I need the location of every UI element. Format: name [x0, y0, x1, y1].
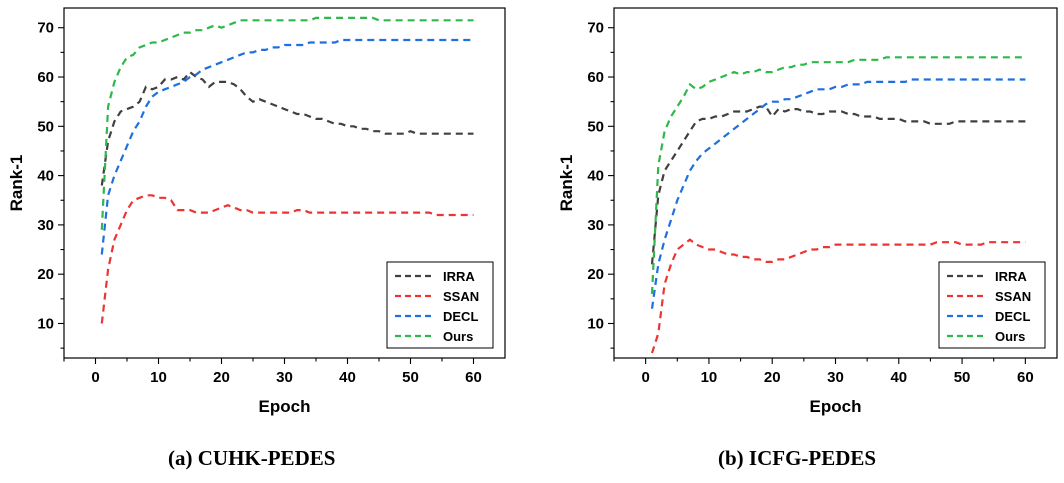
series-line-irra — [100, 70, 474, 186]
x-tick-label: 30 — [276, 369, 293, 386]
x-tick-label: 40 — [339, 369, 356, 386]
x-tick-label: 0 — [91, 369, 99, 386]
legend-label-decl: DECL — [995, 309, 1030, 324]
y-axis-title: Rank-1 — [557, 155, 576, 212]
series-line-decl — [100, 38, 474, 255]
y-tick-label: 30 — [37, 217, 54, 234]
y-tick-label: 20 — [587, 266, 604, 283]
x-tick-label: 60 — [1017, 369, 1034, 386]
legend-box — [386, 261, 494, 349]
caption-cuhk-pedes: (a) CUHK-PEDES — [168, 446, 336, 470]
y-axis-title: Rank-1 — [7, 155, 26, 212]
x-tick-label: 10 — [150, 369, 167, 386]
legend: IRRA SSAN DECL Ours — [386, 261, 494, 349]
y-tick-label: 30 — [587, 217, 604, 234]
series-line-ours — [100, 16, 474, 230]
y-tick-label: 50 — [587, 118, 604, 135]
y-tick-label: 10 — [587, 315, 604, 332]
x-tick-label: 40 — [890, 369, 907, 386]
series-line-ours — [650, 56, 1026, 294]
caption-icfg-pedes: (b) ICFG-PEDES — [718, 446, 877, 470]
legend: IRRA SSAN DECL Ours — [938, 261, 1046, 349]
x-tick-label: 10 — [701, 369, 718, 386]
series-line-decl — [650, 78, 1026, 309]
y-tick-label: 50 — [37, 118, 54, 135]
legend-label-ours: Ours — [443, 329, 473, 344]
x-tick-label: 20 — [213, 369, 230, 386]
legend-label-decl: DECL — [443, 309, 478, 324]
x-axis-title: Epoch — [810, 397, 862, 416]
x-tick-label: 0 — [641, 369, 649, 386]
y-tick-label: 20 — [37, 266, 54, 283]
legend-label-ssan: SSAN — [995, 289, 1031, 304]
y-tick-label: 60 — [37, 69, 54, 86]
legend-box — [938, 261, 1046, 349]
y-tick-label: 70 — [587, 20, 604, 37]
x-tick-label: 50 — [402, 369, 419, 386]
x-tick-label: 50 — [954, 369, 971, 386]
chart-panel-icfg: 0 10 20 30 40 50 60 10 20 30 40 50 60 70 Epoch Rank-1 IR… — [557, 7, 1058, 416]
series-line-ssan — [650, 238, 1026, 354]
x-tick-label: 60 — [465, 369, 482, 386]
y-tick-label: 40 — [587, 168, 604, 185]
legend-label-ssan: SSAN — [443, 289, 479, 304]
x-tick-label: 20 — [764, 369, 781, 386]
x-axis-title: Epoch — [259, 397, 311, 416]
legend-label-irra: IRRA — [443, 269, 475, 284]
chart-panel-cuhk: 0 10 20 30 40 50 60 10 20 30 40 50 60 70 Epoch Rank-1 IR… — [7, 7, 506, 416]
legend-label-irra: IRRA — [995, 269, 1027, 284]
series-line-irra — [650, 105, 1026, 265]
y-tick-label: 60 — [587, 69, 604, 86]
y-tick-label: 40 — [37, 168, 54, 185]
y-tick-label: 10 — [37, 315, 54, 332]
series-line-ssan — [100, 194, 474, 324]
y-tick-label: 70 — [37, 20, 54, 37]
x-tick-label: 30 — [827, 369, 844, 386]
legend-label-ours: Ours — [995, 329, 1025, 344]
